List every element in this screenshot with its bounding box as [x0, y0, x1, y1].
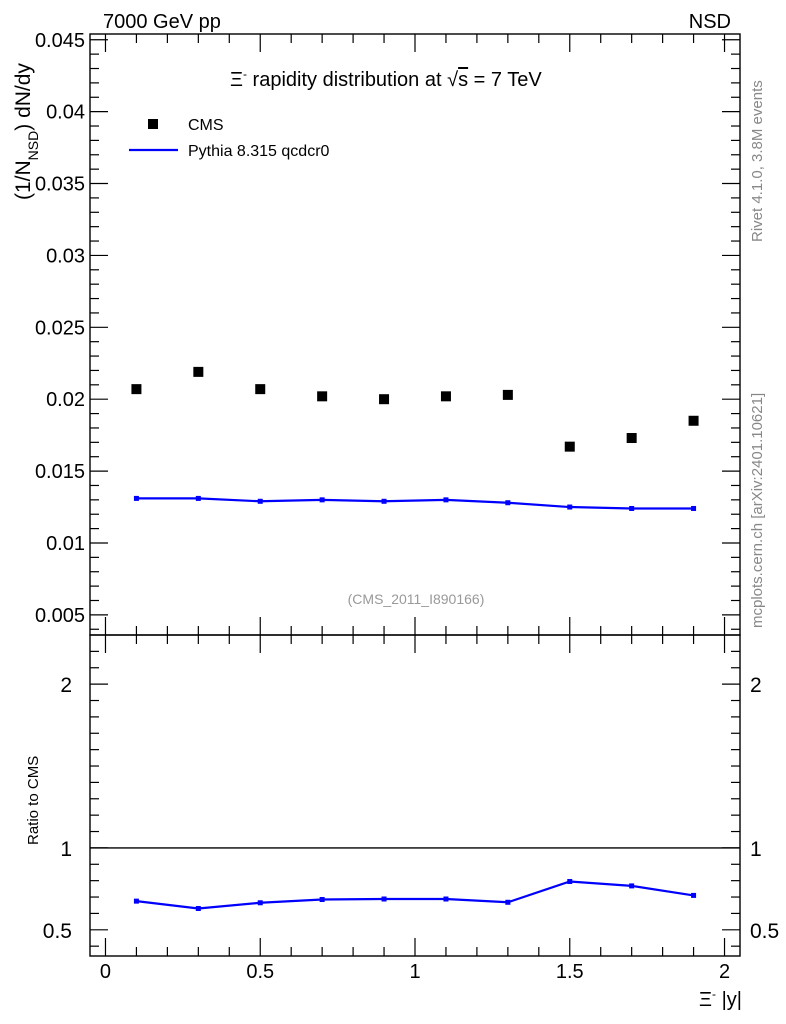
- ylabel-b: ) dN/dy: [12, 63, 35, 131]
- main-y-tick-labels: 0.005 0.01 0.015 0.02 0.025 0.03 0.035 0.04 0.04…: [35, 30, 85, 627]
- ratio-y-tick-label-right: 1: [750, 838, 762, 861]
- pythia-point: [629, 505, 635, 511]
- pythia-point: [195, 495, 201, 501]
- title-mid: rapidity distribution at: [247, 69, 447, 91]
- pythia-point: [567, 504, 573, 510]
- pythia-point: [319, 497, 325, 503]
- ratio-y-tick-labels: 0.5 0.5 1 1 2 2: [43, 674, 779, 943]
- ylabel-a: (1/N: [12, 160, 35, 200]
- ratio-point: [381, 896, 387, 902]
- process-label: NSD: [689, 11, 731, 33]
- ratio-y-axis-label: Ratio to CMS: [25, 756, 42, 845]
- main-data-layer: [131, 366, 699, 511]
- main-axis-ticks: [90, 34, 740, 635]
- x-tick-label: 2: [719, 961, 730, 983]
- main-y-tick-label: 0.045: [35, 30, 85, 52]
- main-y-tick-label: 0.04: [46, 102, 85, 124]
- main-y-tick-label: 0.01: [46, 533, 85, 555]
- pythia-point: [505, 500, 511, 506]
- main-y-tick-label: 0.025: [35, 317, 85, 339]
- legend-cms-label: CMS: [188, 117, 224, 134]
- energy-label: 7000 GeV pp: [103, 11, 221, 33]
- ratio-point: [195, 906, 201, 912]
- ratio-y-tick-label-left: 0.5: [43, 920, 72, 943]
- ratio-line: [136, 880, 694, 910]
- cms-point: [255, 384, 266, 395]
- cms-point: [193, 366, 204, 377]
- title-xi: Ξ: [230, 69, 243, 91]
- cms-point: [317, 391, 328, 402]
- ratio-point: [691, 892, 697, 898]
- ratio-y-tick-label-right: 2: [750, 674, 762, 697]
- x-tick-label: 1: [409, 961, 420, 983]
- rivet-label: Rivet 4.1.0, 3.8M events: [749, 80, 766, 242]
- pythia-point: [381, 498, 387, 504]
- ratio-data-layer: [90, 847, 740, 912]
- pythia-point: [691, 505, 697, 511]
- x-tick-label: 0.5: [246, 961, 274, 983]
- main-y-tick-label: 0.035: [35, 174, 85, 196]
- ratio-y-tick-label-right: 0.5: [750, 920, 779, 943]
- ratio-point: [133, 898, 139, 904]
- cms-point: [502, 389, 513, 400]
- analysis-watermark: (CMS_2011_I890166): [348, 591, 485, 607]
- title-post: = 7 TeV: [468, 69, 542, 91]
- title-sqrt: √: [447, 69, 458, 91]
- ylabel-sub: NSD: [25, 131, 41, 161]
- cms-point: [131, 384, 142, 395]
- title-xi-sup: -: [243, 67, 247, 81]
- cms-point: [379, 394, 390, 405]
- ratio-point: [443, 896, 449, 902]
- ratio-point: [629, 883, 635, 889]
- chart-title: Ξ- rapidity distribution at √s = 7 TeV: [230, 67, 542, 91]
- x-tick-label: 1.5: [556, 961, 584, 983]
- main-y-axis-label: (1/NNSD) dN/dy: [12, 63, 41, 200]
- pythia-point: [133, 495, 139, 501]
- ratio-point: [319, 896, 325, 902]
- ratio-point: [505, 899, 511, 905]
- ratio-point: [257, 900, 263, 906]
- ratio-y-tick-label-left: 1: [60, 838, 72, 861]
- x-tick-label: 0: [100, 961, 111, 983]
- legend-pythia-label: Pythia 8.315 qcdcr0: [188, 143, 330, 160]
- cms-point: [688, 415, 699, 426]
- x-axis-label: Ξ- |y|: [699, 987, 742, 1011]
- main-y-tick-label: 0.005: [35, 605, 85, 627]
- mcplots-label: mcplots.cern.ch [arXiv:2401.10621]: [749, 393, 766, 628]
- title-s: s: [458, 69, 468, 91]
- pythia-line: [136, 497, 694, 510]
- main-y-tick-label: 0.02: [46, 389, 85, 411]
- main-y-tick-label: 0.03: [46, 245, 85, 267]
- cms-point: [564, 441, 575, 452]
- cms-point: [626, 433, 637, 444]
- pythia-point: [257, 498, 263, 504]
- xlabel-xi-sup: -: [712, 987, 716, 1001]
- main-y-tick-label: 0.015: [35, 461, 85, 483]
- x-tick-labels: 0 0.5 1 1.5 2: [100, 961, 730, 983]
- cms-point: [440, 391, 451, 402]
- ratio-point: [567, 878, 573, 884]
- ratio-y-tick-label-left: 2: [60, 674, 72, 697]
- pythia-point: [443, 497, 449, 503]
- legend-cms-marker: [148, 119, 158, 129]
- xlabel-xi: Ξ: [699, 989, 712, 1011]
- xlabel-post: |y|: [716, 989, 742, 1011]
